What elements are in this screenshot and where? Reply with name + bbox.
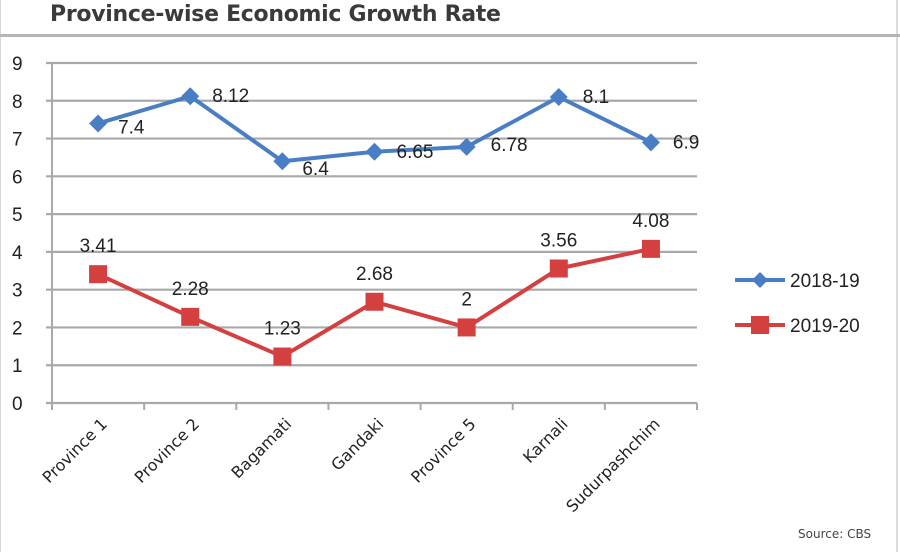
x-tick-label: Province 5 [407, 414, 479, 486]
data-label: 2.68 [356, 264, 393, 285]
y-tick-label: 1 [12, 356, 23, 377]
data-label: 1.23 [264, 319, 301, 340]
chart-title: Province-wise Economic Growth Rate [50, 2, 501, 27]
data-point-diamond [549, 88, 568, 106]
data-label: 8.12 [212, 86, 249, 107]
data-label: 3.56 [540, 231, 577, 252]
x-tick-label: Sudurpashchim [562, 414, 664, 516]
y-tick-label: 4 [12, 243, 23, 264]
frame-left-border [0, 0, 1, 552]
x-tick-label: Bagamati [227, 414, 295, 482]
data-point-diamond [457, 137, 476, 156]
y-tick-label: 5 [12, 205, 23, 226]
y-tick-label: 0 [12, 394, 23, 415]
data-point-square [89, 265, 108, 284]
x-tick-label: Gandaki [327, 414, 387, 474]
title-divider [0, 34, 900, 37]
x-tick-label: Province 2 [131, 414, 203, 486]
data-label: 6.9 [673, 132, 699, 153]
data-point-diamond [181, 87, 200, 106]
y-tick-label: 7 [12, 130, 23, 151]
y-tick-label: 8 [12, 92, 23, 113]
data-label: 7.4 [118, 117, 145, 138]
data-point-square [641, 239, 660, 258]
legend-marker-square [751, 316, 769, 334]
data-label: 6.78 [491, 135, 528, 156]
data-label: 8.1 [583, 87, 609, 108]
frame-right-border [896, 0, 898, 552]
data-point-diamond [89, 114, 108, 133]
data-point-diamond [273, 152, 292, 171]
data-point-square [365, 292, 384, 311]
source-note: Source: CBS [798, 527, 872, 541]
data-label: 6.4 [302, 159, 329, 180]
data-point-square [181, 307, 200, 326]
y-tick-label: 9 [12, 54, 23, 75]
legend-label: 2018-19 [790, 271, 860, 292]
data-label: 6.65 [397, 142, 434, 163]
y-tick-label: 2 [12, 318, 23, 339]
x-tick-label: Karnali [519, 414, 571, 466]
y-tick-label: 6 [12, 167, 23, 188]
y-tick-label: 3 [12, 281, 23, 302]
legend-marker-diamond [752, 272, 768, 288]
legend-label: 2019-20 [790, 316, 860, 337]
data-point-square [273, 347, 292, 366]
data-point-diamond [641, 133, 660, 152]
data-point-square [457, 318, 476, 337]
data-label: 3.41 [80, 236, 117, 257]
x-tick-label: Province 1 [39, 414, 111, 486]
data-point-diamond [365, 142, 384, 161]
data-label: 4.08 [632, 211, 669, 232]
data-point-square [549, 259, 568, 278]
data-label: 2 [461, 289, 472, 310]
data-label: 2.28 [172, 279, 209, 300]
